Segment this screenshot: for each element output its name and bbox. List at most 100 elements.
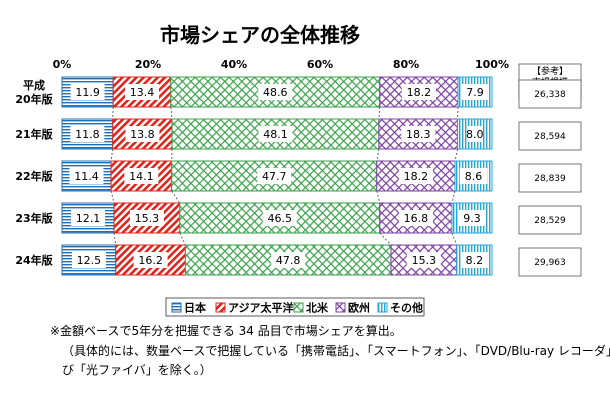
data-label: 46.5 — [268, 212, 293, 225]
reference-cell — [518, 247, 582, 277]
chart-title: 市場シェアの全体推移 — [160, 23, 360, 47]
legend-swatch — [215, 302, 226, 313]
data-label: 12.5 — [77, 254, 102, 267]
x-tick-label: 80% — [393, 58, 419, 71]
data-label: 8.2 — [466, 254, 484, 267]
x-axis-ticks: 0% 20% 40% 60% 80% 100% — [53, 58, 509, 71]
reference-value: 28,839 — [534, 174, 566, 184]
data-label-bg — [258, 126, 293, 142]
data-label-bg — [258, 84, 293, 100]
data-label-bg — [459, 168, 488, 184]
series-connector — [110, 190, 115, 204]
category-label: 21年版 — [15, 127, 52, 141]
data-label: 18.2 — [407, 86, 432, 99]
footnote-line-1: ※金額ベースで5年分を把握できる 34 品目で市場シェアを算出。 — [50, 324, 402, 338]
data-label-bg — [133, 252, 168, 268]
data-label: 16.2 — [138, 254, 163, 267]
category-label: 24年版 — [15, 253, 52, 267]
data-label: 48.6 — [263, 86, 288, 99]
data-label: 13.8 — [130, 128, 155, 141]
x-tick-label: 60% — [307, 58, 333, 71]
series-connector — [454, 148, 458, 162]
data-label-bg — [71, 210, 106, 226]
bars: 11.9 13.4 48.6 18.2 7.9 11.8 13.8 48.1 18.3 8.0 11… — [61, 76, 493, 276]
data-label: 15.3 — [412, 254, 437, 267]
data-label: 11.8 — [75, 128, 100, 141]
data-label-bg — [125, 126, 160, 142]
category-label: 平成 — [23, 78, 45, 92]
reference-table: 【参考】市場規模（単位：億ドル）26,33828,59428,83928,529… — [514, 63, 586, 277]
data-label-bg — [71, 252, 106, 268]
data-label-bg — [461, 84, 489, 100]
data-label: 15.3 — [135, 212, 160, 225]
reference-header-line: 【参考】 — [532, 65, 568, 77]
data-label-bg — [124, 84, 159, 100]
data-label: 12.1 — [76, 212, 101, 225]
reference-cell — [518, 205, 582, 235]
legend-swatch — [171, 302, 182, 313]
data-label: 48.1 — [263, 128, 288, 141]
reference-cell — [518, 163, 582, 193]
series-connector — [376, 190, 381, 204]
data-label: 7.9 — [466, 86, 484, 99]
reference-value: 28,594 — [534, 132, 566, 142]
data-label-bg — [401, 84, 436, 100]
data-label-bg — [406, 252, 441, 268]
data-label: 11.9 — [75, 86, 100, 99]
data-label-bg — [398, 210, 433, 226]
data-label: 8.6 — [465, 170, 483, 183]
data-label: 11.4 — [74, 170, 99, 183]
data-label-bg — [467, 126, 483, 142]
category-label: 22年版 — [15, 169, 52, 183]
reference-value: 29,963 — [534, 258, 566, 268]
data-label-bg — [398, 168, 433, 184]
footnote-line-3: び「光ファイバ」を除く。） — [62, 363, 212, 377]
data-label: 16.8 — [404, 212, 429, 225]
x-tick-label: 100% — [475, 58, 509, 71]
series-connector — [379, 232, 392, 246]
data-label: 9.3 — [463, 212, 481, 225]
legend-label: その他 — [390, 301, 423, 315]
legend: 日本 アジア太平洋 北米 欧州 その他 — [165, 297, 425, 317]
series-connector — [376, 148, 380, 162]
footnote-line-2: （具体的には、数量ベースで把握している「携帯電話」、「スマートフォン」、「DVD… — [62, 344, 610, 358]
legend-label: 日本 — [184, 301, 206, 315]
data-label: 47.8 — [276, 254, 301, 267]
legend-label: 北米 — [306, 301, 329, 315]
data-label-bg — [262, 210, 297, 226]
legend-label: 欧州 — [348, 301, 370, 315]
x-tick-label: 0% — [53, 58, 72, 71]
reference-cell — [518, 121, 582, 151]
reference-value: 28,529 — [534, 216, 566, 226]
data-label: 47.7 — [262, 170, 287, 183]
data-label-bg — [271, 252, 306, 268]
data-label: 13.4 — [130, 86, 155, 99]
bar-segment — [110, 160, 173, 192]
series-connector — [451, 190, 456, 204]
data-label-bg — [458, 210, 486, 226]
legend-label: アジア太平洋 — [228, 301, 294, 315]
legend-swatch — [335, 302, 346, 313]
series-connector — [113, 232, 117, 246]
data-label-bg — [401, 126, 436, 142]
category-label: 20年版 — [15, 92, 52, 106]
x-tick-label: 20% — [135, 58, 161, 71]
data-label: 18.3 — [406, 128, 431, 141]
series-connector — [110, 148, 114, 162]
series-connector — [378, 106, 381, 120]
data-label-bg — [70, 84, 105, 100]
data-label-bg — [257, 168, 292, 184]
data-label-bg — [460, 252, 489, 268]
legend-swatch — [293, 302, 304, 313]
series-connector — [179, 232, 186, 246]
legend-swatch — [377, 302, 388, 313]
data-label-bg — [70, 126, 105, 142]
data-label-bg — [124, 168, 159, 184]
reference-cell — [518, 79, 582, 109]
data-label: 14.1 — [129, 170, 154, 183]
x-tick-label: 40% — [221, 58, 247, 71]
data-label-bg — [69, 168, 104, 184]
category-label: 23年版 — [15, 211, 52, 225]
